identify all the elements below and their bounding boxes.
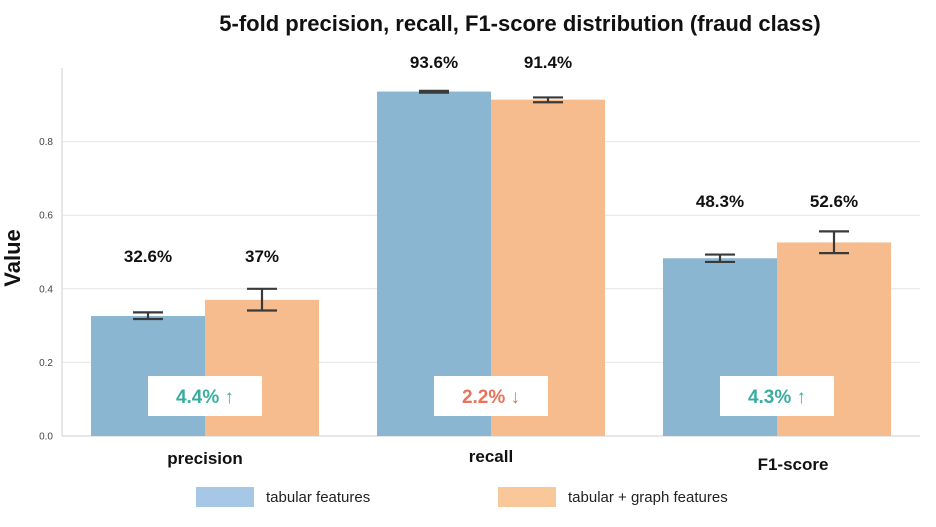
y-tick-label: 0.2 <box>39 358 53 369</box>
legend-label: tabular features <box>266 489 370 506</box>
data-label: 52.6% <box>810 192 858 211</box>
data-label-layer: 32.6% 37% 93.6% 91.4% 48.3% 52.6% <box>124 53 858 266</box>
legend-label: tabular + graph features <box>568 489 728 506</box>
annotation-layer: 4.4% ↑ 2.2% ↓ 4.3% ↑ <box>148 376 834 416</box>
change-annotation-box <box>434 376 548 416</box>
y-tick-label: 0.8 <box>39 137 53 148</box>
legend-swatch <box>498 487 556 507</box>
legend-swatch <box>196 487 254 507</box>
change-annotation-box <box>720 376 834 416</box>
y-tick-label: 0.0 <box>39 432 53 443</box>
data-label: 93.6% <box>410 53 458 72</box>
data-label: 91.4% <box>524 53 572 72</box>
x-tick-label: precision <box>167 449 243 468</box>
y-tick-label: 0.6 <box>39 211 53 222</box>
x-tick-label: F1-score <box>758 455 829 474</box>
y-tick-label: 0.4 <box>39 284 53 295</box>
change-annotation-text: 4.3% ↑ <box>748 387 806 408</box>
change-annotation-text: 4.4% ↑ <box>176 387 234 408</box>
y-axis-label: Value <box>0 229 25 286</box>
data-label: 37% <box>245 247 279 266</box>
data-label: 32.6% <box>124 247 172 266</box>
errorbar-layer <box>133 89 849 321</box>
change-annotation-text: 2.2% ↓ <box>462 387 520 408</box>
x-tick-label: recall <box>469 447 513 466</box>
change-annotation-box <box>148 376 262 416</box>
data-label: 48.3% <box>696 192 744 211</box>
legend: tabular features tabular + graph features <box>196 487 728 507</box>
chart-title: 5-fold precision, recall, F1-score distr… <box>219 11 820 36</box>
x-tick-layer: precision recall F1-score <box>167 447 828 474</box>
